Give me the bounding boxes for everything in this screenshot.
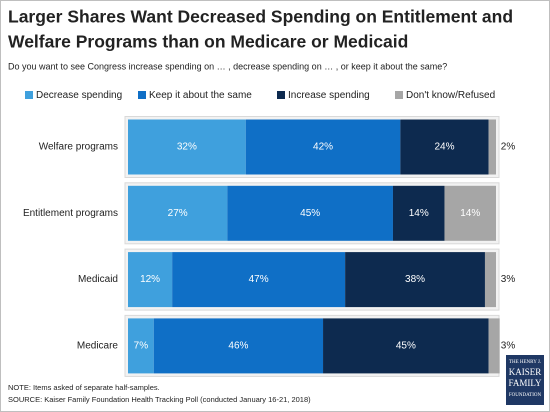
- value-label: 45%: [396, 341, 416, 352]
- legend-swatch: [25, 91, 33, 99]
- bar-segment: [128, 185, 228, 241]
- legend-label: Keep it about the same: [149, 90, 252, 101]
- note: NOTE: Items asked of separate half-sampl…: [8, 383, 160, 392]
- chart-title: Larger Shares Want Decreased Spending on…: [8, 7, 513, 27]
- bar-segment: [128, 318, 154, 374]
- value-label: 7%: [134, 341, 149, 352]
- bar-segment: [488, 119, 496, 175]
- logo-text: FOUNDATION: [509, 393, 542, 398]
- value-label: 3%: [501, 341, 516, 352]
- bar-segment: [227, 185, 393, 241]
- logo-text: THE HENRY J.: [509, 360, 541, 365]
- bar-segment: [128, 252, 173, 308]
- bar-segment: [172, 252, 346, 308]
- value-label: 27%: [168, 208, 188, 219]
- value-label: 24%: [434, 142, 454, 153]
- value-label: 46%: [228, 341, 248, 352]
- bar-segment: [488, 318, 500, 374]
- subtitle: Do you want to see Congress increase spe…: [8, 61, 447, 71]
- bar-segment: [323, 318, 489, 374]
- legend-label: Don't know/Refused: [406, 90, 495, 101]
- value-label: 42%: [313, 142, 333, 153]
- bar-segment: [345, 252, 485, 308]
- logo-box: [506, 355, 544, 405]
- bar-segment: [400, 119, 489, 175]
- value-label: 47%: [249, 274, 269, 285]
- legend-label: Decrease spending: [36, 90, 122, 101]
- bar-segment: [245, 119, 401, 175]
- bar-segment: [392, 185, 445, 241]
- logo-text: KAISER: [509, 367, 542, 377]
- source: SOURCE: Kaiser Family Foundation Health …: [8, 395, 311, 404]
- y-tick-label: Welfare programs: [39, 142, 118, 153]
- bar-segment: [444, 185, 496, 241]
- value-label: 14%: [409, 208, 429, 219]
- y-tick-label: Entitlement programs: [23, 208, 118, 219]
- chart-title: Welfare Programs than on Medicare or Med…: [8, 32, 408, 52]
- value-label: 45%: [300, 208, 320, 219]
- value-label: 38%: [405, 274, 425, 285]
- y-tick-label: Medicare: [77, 341, 119, 352]
- logo-text: FAMILY: [509, 378, 542, 388]
- legend-label: Increase spending: [288, 90, 370, 101]
- value-label: 14%: [460, 208, 480, 219]
- bar-segment: [484, 252, 496, 308]
- value-label: 12%: [140, 274, 160, 285]
- bar-segment: [153, 318, 324, 374]
- value-label: 3%: [501, 274, 516, 285]
- value-label: 2%: [501, 142, 516, 153]
- legend-swatch: [395, 91, 403, 99]
- legend-swatch: [277, 91, 285, 99]
- y-tick-label: Medicaid: [78, 274, 118, 285]
- value-label: 32%: [177, 142, 197, 153]
- bar-segment: [128, 119, 246, 175]
- legend-swatch: [138, 91, 146, 99]
